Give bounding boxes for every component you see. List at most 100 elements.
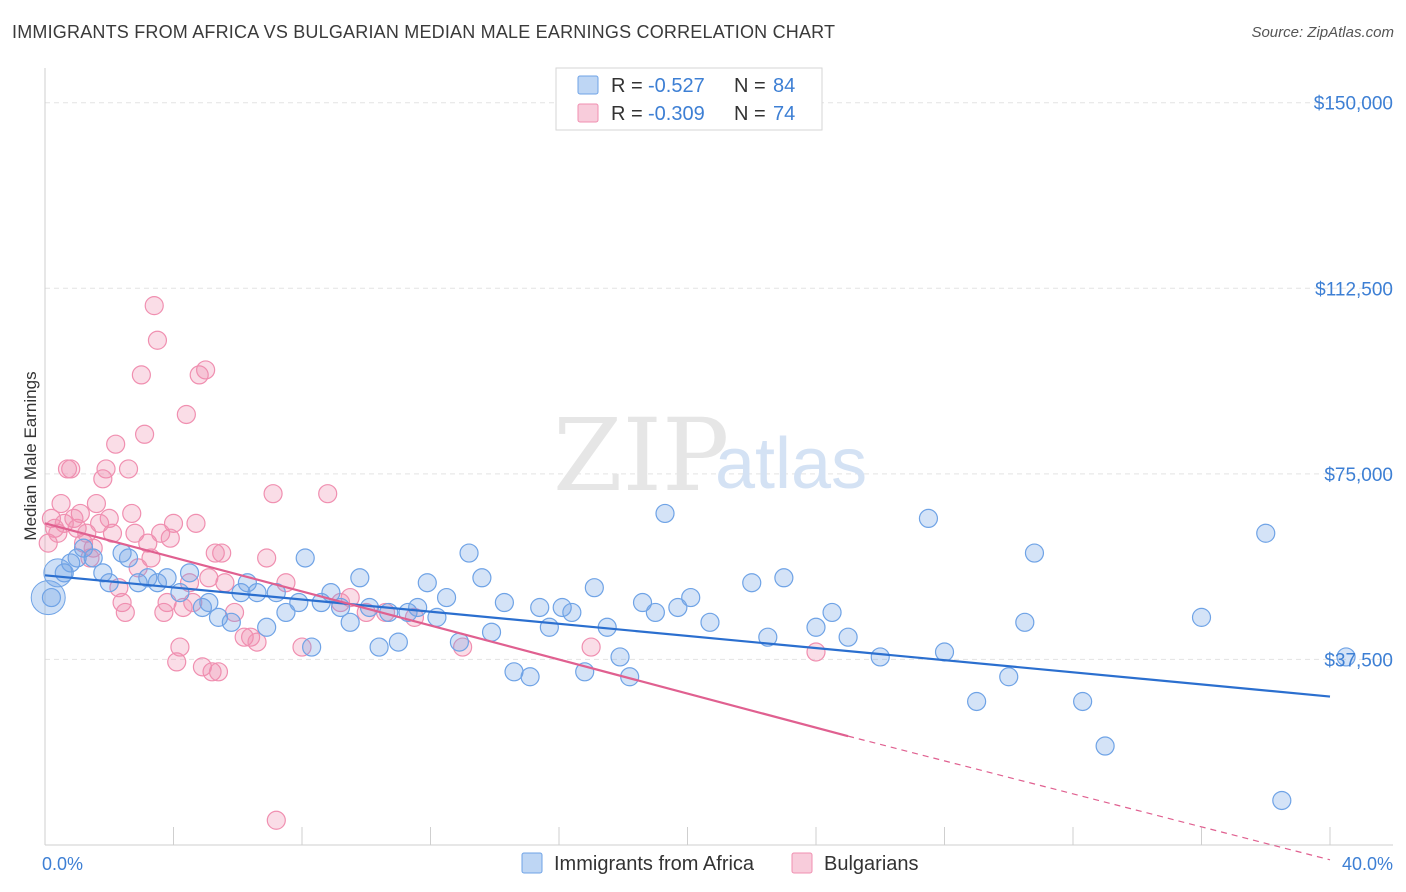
legend-africa-swatch [577,75,599,95]
africa-point [1095,736,1115,756]
axes [44,68,1393,846]
africa-point [774,568,794,588]
africa-point [838,627,858,647]
bulgarian-point [170,637,190,657]
africa-point [170,583,190,603]
y-tick-label: $37,500 [1324,650,1393,671]
bulgarian-point [61,459,81,479]
africa-point [1015,612,1035,632]
africa-point [157,568,177,588]
africa-point [257,617,277,637]
africa-point [610,647,630,667]
bulgarian-point [208,662,229,682]
africa-point [655,503,675,524]
bulgarian-point [118,459,139,479]
africa-point [552,597,572,618]
africa-point [806,617,826,637]
africa-point [645,602,665,623]
africa-point [67,548,87,568]
bulgarian-point [257,548,277,568]
africa-point [1191,607,1212,627]
africa-point [520,667,540,687]
legend-africa-n-value: 84 [773,75,795,97]
africa-point [584,578,604,598]
series-legend-bulgarian-swatch [791,852,813,874]
africa-point [398,602,418,623]
chart-source: Source: ZipAtlas.com [1251,24,1394,41]
africa-point [530,597,550,618]
bulgarian-trend-extension [847,735,1331,861]
bulgarian-point [144,296,164,316]
africa-trend-line [44,574,1331,698]
africa-point [632,592,653,613]
x-tick-max: 40.0% [1342,854,1393,874]
bulgarian-point [115,602,135,623]
africa-cluster-point [43,558,73,588]
series-legend: Immigrants from Africa Bulgarians [521,852,919,875]
legend-africa-r-label: R = [611,75,643,97]
africa-point [83,548,103,568]
africa-point [481,622,502,642]
bulgarian-point [163,513,184,533]
bulgarian-point [292,637,312,657]
bulgarian-point [86,493,107,514]
bulgarian-point [99,508,119,529]
bulgarian-point [186,513,206,533]
africa-point [369,637,389,657]
bulgarian-point [147,330,168,350]
africa-point [700,612,720,632]
bulgarian-point [51,493,71,514]
series-legend-africa-label: Immigrants from Africa [554,853,755,875]
africa-point [276,602,296,623]
africa-point [179,563,200,583]
bulgarian-point [263,484,283,504]
y-axis-label: Median Male Earnings [21,371,40,540]
legend-africa-r-value: -0.527 [648,75,705,97]
africa-point [221,612,241,632]
africa-point [436,587,457,608]
africa-point [41,587,62,608]
bulgarian-point [266,810,286,830]
africa-point [295,548,315,568]
africa-point [289,592,309,613]
watermark: ZIP atlas [553,397,867,514]
bulgarian-point [205,543,225,563]
legend-bulgarian-n-value: 74 [773,103,795,125]
bulgarian-point [189,365,209,385]
stats-legend-box [555,67,823,131]
africa-point [138,568,158,588]
bulgarian-point [167,652,187,672]
bulgarian-point [247,632,267,652]
bulgarian-trend-line [44,522,849,738]
africa-point [681,587,701,608]
bulgarian-point [581,637,601,657]
bulgarian-point [138,533,158,553]
bulgarian-point [241,627,261,647]
africa-point [562,602,582,623]
africa-point [822,602,842,623]
watermark-zip: ZIP [553,397,729,514]
bulgarian-point [212,543,232,563]
africa-point [417,573,437,593]
bulgarian-point [276,573,296,593]
bulgarian-point [83,538,103,558]
watermark-atlas: atlas [715,424,867,504]
bulgarian-point [96,459,116,479]
y-tick-label: $112,500 [1315,279,1393,300]
africa-point [1256,523,1276,543]
africa-cluster-point [30,580,66,616]
africa-point [459,543,479,563]
africa-point [668,597,688,618]
bulgarian-point [151,523,171,543]
africa-point [1073,691,1093,712]
africa-point [388,632,408,652]
legend-bulgarian-r-label: R = [611,103,643,125]
africa-point [118,548,139,568]
africa-point [61,553,81,573]
bulgarian-point [106,434,126,454]
africa-point [340,612,360,632]
stats-legend: R = -0.527 N = 84 R = -0.309 N = 74 [555,67,823,131]
bulgarian-point [199,568,219,588]
africa-point [199,592,219,613]
